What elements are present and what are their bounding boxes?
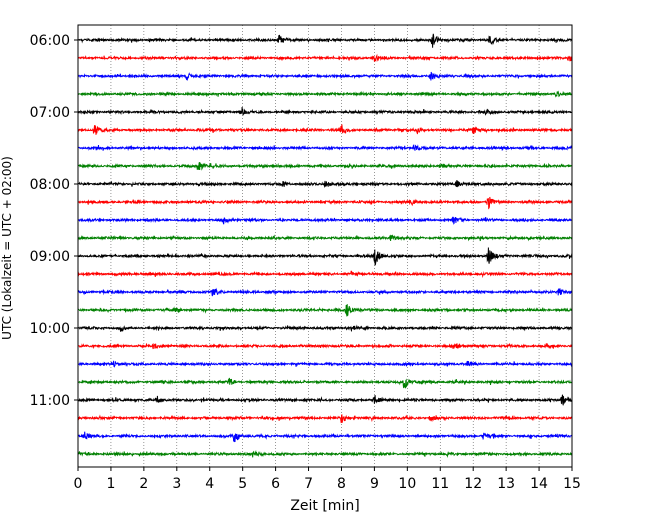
y-axis-label: UTC (Lokalzeit = UTC + 02:00) xyxy=(0,156,14,340)
trace-line xyxy=(77,270,573,279)
trace-line xyxy=(77,216,573,225)
x-tick-label: 11 xyxy=(431,476,449,492)
x-tick-label: 1 xyxy=(106,476,115,492)
trace-line xyxy=(77,33,573,48)
trace-line xyxy=(77,287,573,297)
trace-line xyxy=(77,71,573,82)
y-tick-label: 09:00 xyxy=(30,249,70,265)
trace-line xyxy=(77,431,573,443)
x-tick-label: 4 xyxy=(205,476,214,492)
x-tick-label: 10 xyxy=(398,476,416,492)
trace-line xyxy=(77,377,573,389)
y-tick-label: 11:00 xyxy=(30,393,70,409)
x-tick-label: 7 xyxy=(304,476,313,492)
x-tick-label: 3 xyxy=(172,476,181,492)
trace-line xyxy=(77,53,573,63)
x-tick-label: 14 xyxy=(530,476,548,492)
x-tick-label: 9 xyxy=(370,476,379,492)
x-tick-label: 6 xyxy=(271,476,280,492)
trace-line xyxy=(77,179,573,189)
x-tick-label: 13 xyxy=(497,476,515,492)
trace-line xyxy=(77,360,573,368)
trace-line xyxy=(77,343,573,350)
trace-line xyxy=(77,247,573,266)
x-tick-label: 15 xyxy=(563,476,581,492)
x-tick-label: 5 xyxy=(238,476,247,492)
y-axis: 06:00 07:00 08:00 09:00 10:00 11:00 xyxy=(30,33,78,409)
trace-line xyxy=(77,143,573,152)
trace-line xyxy=(77,234,573,242)
x-tick-label: 0 xyxy=(74,476,83,492)
trace-line xyxy=(77,449,573,458)
trace-line xyxy=(77,161,573,171)
x-axis: 0 1 2 3 4 5 6 7 8 9 10 11 12 13 14 15 xyxy=(74,467,581,492)
trace-line xyxy=(77,196,573,210)
trace-line xyxy=(77,106,573,116)
y-tick-label: 07:00 xyxy=(30,105,70,121)
trace-line xyxy=(77,394,573,406)
y-tick-label: 06:00 xyxy=(30,33,70,49)
trace-line xyxy=(77,90,573,98)
plot-frame xyxy=(77,24,573,468)
x-tick-label: 12 xyxy=(464,476,482,492)
x-tick-label: 2 xyxy=(139,476,148,492)
trace-line xyxy=(77,304,573,317)
y-tick-label: 08:00 xyxy=(30,177,70,193)
x-axis-label: Zeit [min] xyxy=(290,498,359,514)
y-tick-label: 10:00 xyxy=(30,321,70,337)
trace-line xyxy=(77,324,573,333)
trace-line xyxy=(77,124,573,135)
traces xyxy=(77,33,573,458)
trace-line xyxy=(77,414,573,424)
x-tick-label: 8 xyxy=(337,476,346,492)
